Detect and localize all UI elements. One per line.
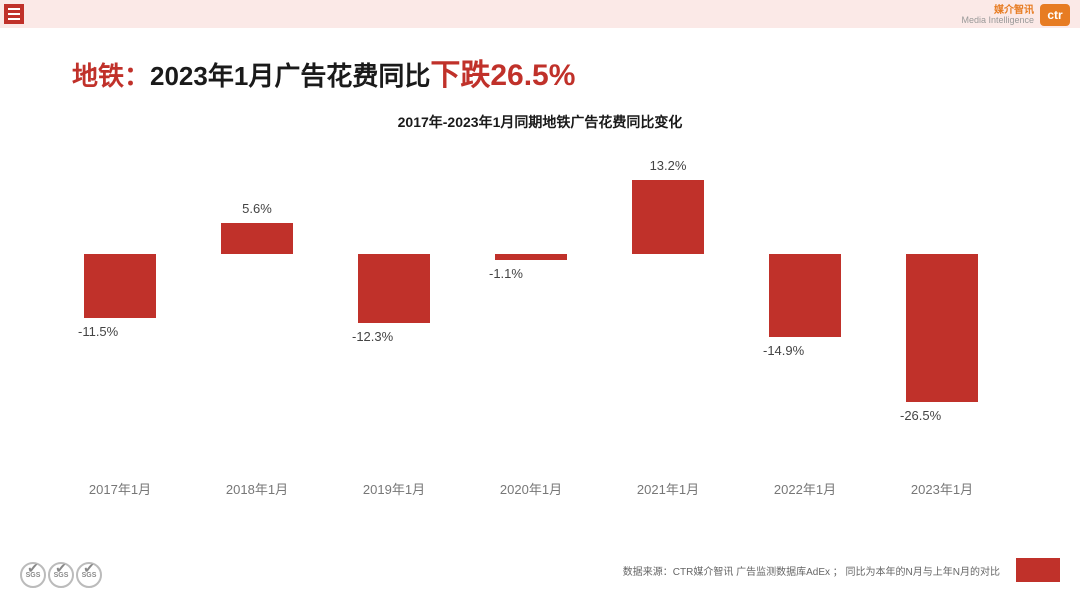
bar-group: -12.3% (344, 150, 444, 470)
category-label: 2018年1月 (207, 479, 307, 498)
bar-group: 5.6% (207, 150, 307, 470)
category-label: 2017年1月 (70, 479, 170, 498)
bar-value-label: -26.5% (892, 408, 992, 423)
bar-group: -14.9% (755, 150, 855, 470)
bar (495, 254, 567, 260)
bar-chart: -11.5% 2017年1月 5.6% 2018年1月 -12.3% 2019年1月 -1.… (60, 150, 1020, 510)
bar-value-label: 13.2% (618, 158, 718, 173)
footer-accent-block (1016, 558, 1060, 582)
bar (358, 254, 430, 323)
bar (769, 254, 841, 337)
footer-note: 数据来源：CTR媒介智讯 广告监测数据库AdEx ； 同比为本年的N月与上年N月… (623, 563, 1000, 578)
bar (632, 180, 704, 254)
brand-logo: 媒介智讯 Media Intelligence ctr (961, 4, 1070, 26)
badge-icon: ✔SGS (76, 562, 102, 588)
bar-value-label: -1.1% (481, 266, 581, 281)
title-part2: 2023年1月广告花费同比 (150, 61, 430, 91)
bar-value-label: -11.5% (70, 324, 170, 339)
category-label: 2019年1月 (344, 479, 444, 498)
menu-icon[interactable] (4, 4, 24, 24)
badge-icon: ✔SGS (48, 562, 74, 588)
logo-text: 媒介智讯 Media Intelligence (961, 6, 1034, 25)
bar-value-label: 5.6% (207, 201, 307, 216)
bar-group: 13.2% (618, 150, 718, 470)
bar-group: -11.5% (70, 150, 170, 470)
chart-subtitle: 2017年-2023年1月同期地铁广告花费同比变化 (0, 112, 1080, 132)
category-label: 2023年1月 (892, 479, 992, 498)
logo-box: ctr (1040, 4, 1070, 26)
bar (221, 223, 293, 254)
category-label: 2021年1月 (618, 479, 718, 498)
category-label: 2020年1月 (481, 479, 581, 498)
bar-value-label: -14.9% (755, 343, 855, 358)
title-part1: 地铁： (72, 61, 150, 91)
certification-badges: ✔SGS ✔SGS ✔SGS (20, 562, 102, 588)
category-label: 2022年1月 (755, 479, 855, 498)
badge-icon: ✔SGS (20, 562, 46, 588)
bar-group: -26.5% (892, 150, 992, 470)
bar (84, 254, 156, 318)
top-bar (0, 0, 1080, 28)
page-title: 地铁：2023年1月广告花费同比下跌26.5% (72, 50, 575, 94)
bar-group: -1.1% (481, 150, 581, 470)
logo-cn: 媒介智讯 (961, 6, 1034, 16)
title-part3: 下跌26.5% (430, 59, 575, 92)
bar-value-label: -12.3% (344, 329, 444, 344)
bar (906, 254, 978, 402)
slide-root: 媒介智讯 Media Intelligence ctr 地铁：2023年1月广告… (0, 0, 1080, 608)
logo-en: Media Intelligence (961, 16, 1034, 25)
